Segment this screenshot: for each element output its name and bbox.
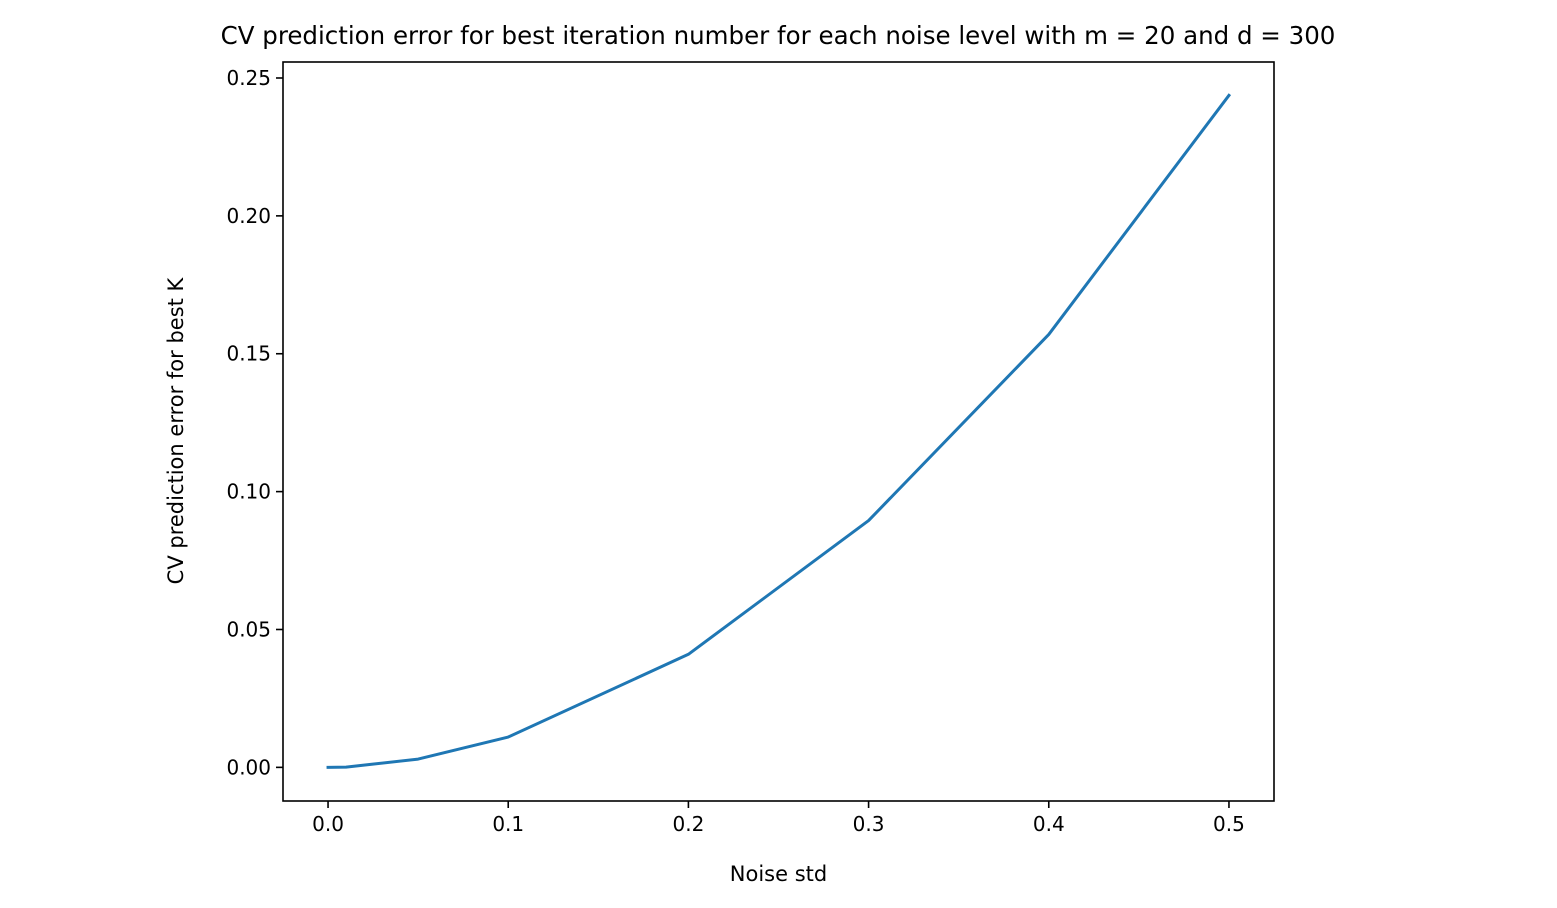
y-tick-label: 0.05 — [226, 617, 271, 641]
x-tick-label: 0.3 — [853, 812, 885, 836]
x-tick-label: 0.5 — [1213, 812, 1245, 836]
y-axis: 0.00 0.05 0.10 0.15 0.20 0.25 — [226, 66, 283, 779]
chart-title: CV prediction error for best iteration n… — [221, 21, 1336, 50]
y-tick-label: 0.10 — [226, 480, 271, 504]
x-tick-label: 0.1 — [492, 812, 524, 836]
x-tick-label: 0.4 — [1033, 812, 1065, 836]
y-tick-label: 0.00 — [226, 755, 271, 779]
x-tick-label: 0.0 — [312, 812, 344, 836]
x-axis-label: Noise std — [730, 862, 827, 886]
plot-frame — [282, 61, 1275, 802]
series-line — [326, 93, 1232, 769]
y-tick-label: 0.15 — [226, 342, 271, 366]
x-axis: 0.0 0.1 0.2 0.3 0.4 0.5 — [312, 801, 1245, 836]
x-tick-label: 0.2 — [673, 812, 705, 836]
y-axis-label: CV prediction error for best K — [164, 276, 188, 584]
y-tick-label: 0.25 — [226, 66, 271, 90]
plot-area — [326, 93, 1232, 769]
y-tick-label: 0.20 — [226, 204, 271, 228]
